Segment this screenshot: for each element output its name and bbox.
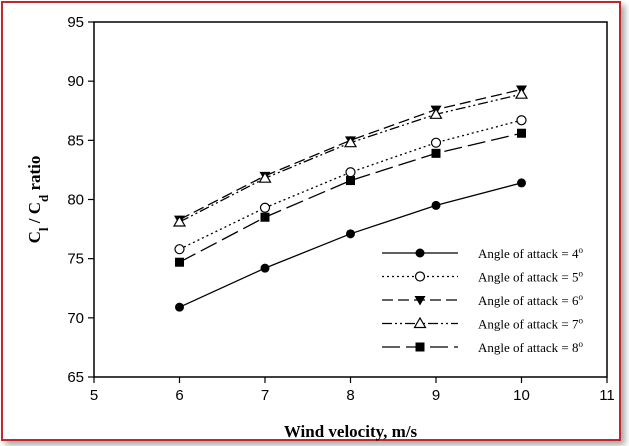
y-tick-label: 75 [67,251,84,268]
marker-open-circle [414,271,426,282]
marker-open-circle [174,244,185,255]
legend-item: Angle of attack = 4o [382,245,583,261]
legend-item: Angle of attack = 7o [382,316,583,332]
marker-filled-circle [415,248,425,258]
marker-filled-circle [346,229,355,239]
series-line [179,132,522,263]
marker-filled-circle [517,178,526,188]
marker-open-circle [516,115,527,126]
marker-filled-square [517,128,526,138]
series-1 [175,178,526,312]
marker-open-triangle-up [343,136,358,148]
legend-item: Angle of attack = 6o [382,292,583,308]
marker-open-circle [345,167,356,178]
legend: Angle of attack = 4o Angle of attack = 5o… [382,245,583,355]
x-tick-label: 8 [346,387,354,404]
marker-open-triangle-up [172,215,187,227]
legend-label: Angle of attack = 7o [478,316,583,332]
x-tick-label: 7 [261,387,269,404]
marker-filled-square [346,176,355,186]
marker-filled-square [175,257,184,267]
y-tick-label: 85 [67,132,84,149]
y-tick-label: 80 [67,192,84,209]
series-5 [175,128,526,267]
y-tick-label: 95 [67,14,84,31]
y-tick-label: 65 [67,369,84,386]
marker-filled-square [431,148,441,158]
ticks-layer: 5 6 7 8 9 10 11 65 70 75 80 85 90 95 [67,14,614,404]
plot-area [93,21,608,378]
y-tick-label: 70 [67,310,84,327]
series-line [179,182,522,308]
marker-open-circle [430,137,442,148]
legend-label: Angle of attack = 4o [478,245,583,261]
x-tick-label: 9 [432,387,440,404]
x-axis-title: Wind velocity, m/s [284,422,418,441]
y-tick-label: 90 [67,73,84,90]
marker-filled-circle [175,302,184,312]
series-layer [172,85,529,312]
legend-label: Angle of attack = 5o [478,269,583,285]
x-tick-label: 10 [513,387,530,404]
y-axis-title: Cl / Cd ratio [25,156,51,244]
marker-filled-triangle-down [414,296,426,306]
marker-open-circle [259,202,271,213]
x-tick-label: 6 [175,387,183,404]
x-tick-label: 11 [599,387,615,404]
chart-frame [1,1,621,441]
legend-item: Angle of attack = 5o [382,269,583,285]
series-line [179,88,522,221]
marker-filled-square [415,342,425,352]
x-tick-label: 5 [90,387,98,404]
legend-label: Angle of attack = 8o [478,339,583,355]
legend-item: Angle of attack = 8o [382,339,583,355]
series-3 [174,85,527,226]
marker-filled-circle [260,263,270,273]
legend-label: Angle of attack = 6o [478,292,583,308]
marker-open-triangle-up [413,316,427,329]
marker-open-triangle-up [514,87,529,99]
series-2 [174,115,527,255]
marker-filled-square [260,212,270,222]
marker-open-triangle-up [429,107,443,119]
series-line [179,93,522,223]
series-4 [172,87,529,227]
marker-filled-circle [431,200,441,210]
marker-open-triangle-up [258,171,272,183]
